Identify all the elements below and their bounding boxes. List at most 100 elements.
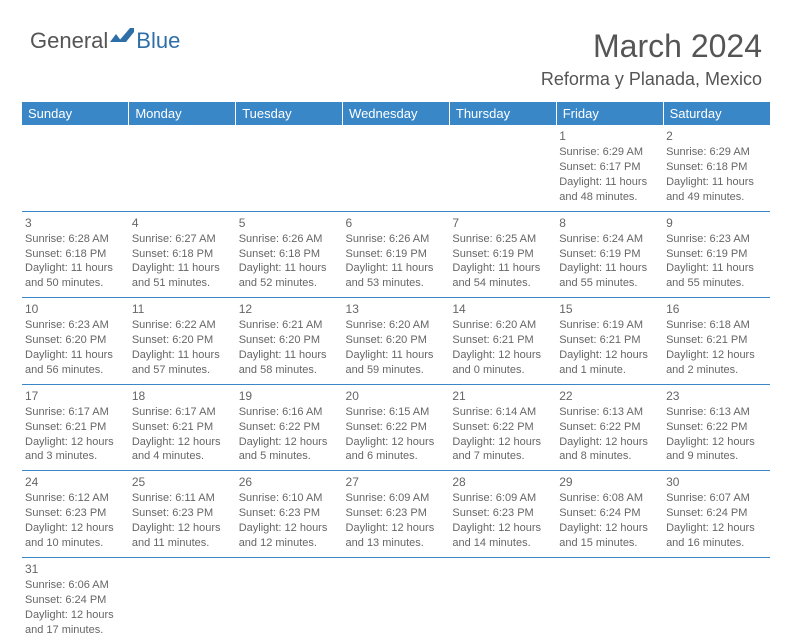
- calendar-cell: [449, 557, 556, 643]
- calendar-cell: 25Sunrise: 6:11 AMSunset: 6:23 PMDayligh…: [129, 471, 236, 558]
- calendar-cell: 5Sunrise: 6:26 AMSunset: 6:18 PMDaylight…: [236, 211, 343, 298]
- day-info-line: Daylight: 12 hours: [559, 348, 660, 363]
- day-number: 30: [666, 474, 767, 490]
- calendar-cell: [343, 557, 450, 643]
- calendar-cell: 24Sunrise: 6:12 AMSunset: 6:23 PMDayligh…: [22, 471, 129, 558]
- day-info-line: Daylight: 11 hours: [559, 175, 660, 190]
- day-info-line: Sunrise: 6:11 AM: [132, 491, 233, 506]
- day-info-line: Daylight: 12 hours: [666, 521, 767, 536]
- day-info-line: Sunrise: 6:20 AM: [346, 318, 447, 333]
- day-info-line: Sunrise: 6:20 AM: [452, 318, 553, 333]
- day-number: 11: [132, 301, 233, 317]
- calendar-cell: 22Sunrise: 6:13 AMSunset: 6:22 PMDayligh…: [556, 384, 663, 471]
- day-info-line: Sunset: 6:18 PM: [666, 160, 767, 175]
- calendar-cell: 27Sunrise: 6:09 AMSunset: 6:23 PMDayligh…: [343, 471, 450, 558]
- day-number: 22: [559, 388, 660, 404]
- day-number: 29: [559, 474, 660, 490]
- day-info-line: Sunrise: 6:26 AM: [346, 232, 447, 247]
- day-info-line: and 16 minutes.: [666, 536, 767, 551]
- day-header-saturday: Saturday: [663, 102, 770, 125]
- day-info-line: and 50 minutes.: [25, 276, 126, 291]
- day-info-line: Sunset: 6:20 PM: [239, 333, 340, 348]
- day-info-line: and 56 minutes.: [25, 363, 126, 378]
- calendar-cell: 2Sunrise: 6:29 AMSunset: 6:18 PMDaylight…: [663, 125, 770, 211]
- calendar-cell: 13Sunrise: 6:20 AMSunset: 6:20 PMDayligh…: [343, 298, 450, 385]
- day-info-line: Sunset: 6:22 PM: [239, 420, 340, 435]
- day-info-line: Sunset: 6:22 PM: [452, 420, 553, 435]
- calendar-cell: 18Sunrise: 6:17 AMSunset: 6:21 PMDayligh…: [129, 384, 236, 471]
- day-header-sunday: Sunday: [22, 102, 129, 125]
- calendar-cell: 19Sunrise: 6:16 AMSunset: 6:22 PMDayligh…: [236, 384, 343, 471]
- day-info-line: Daylight: 12 hours: [452, 435, 553, 450]
- day-header-friday: Friday: [556, 102, 663, 125]
- day-info-line: Sunset: 6:18 PM: [239, 247, 340, 262]
- day-info-line: Sunset: 6:24 PM: [25, 593, 126, 608]
- day-info-line: Daylight: 11 hours: [25, 261, 126, 276]
- day-info-line: Sunrise: 6:10 AM: [239, 491, 340, 506]
- day-info-line: Sunset: 6:22 PM: [346, 420, 447, 435]
- day-info-line: Sunset: 6:20 PM: [346, 333, 447, 348]
- day-info-line: Sunrise: 6:23 AM: [25, 318, 126, 333]
- calendar-cell: [343, 125, 450, 211]
- day-number: 12: [239, 301, 340, 317]
- day-number: 17: [25, 388, 126, 404]
- logo-text-blue: Blue: [136, 28, 180, 54]
- location-subtitle: Reforma y Planada, Mexico: [541, 69, 762, 90]
- day-info-line: Sunset: 6:18 PM: [132, 247, 233, 262]
- day-info-line: Sunrise: 6:17 AM: [132, 405, 233, 420]
- day-info-line: and 54 minutes.: [452, 276, 553, 291]
- day-number: 27: [346, 474, 447, 490]
- day-number: 14: [452, 301, 553, 317]
- day-info-line: and 55 minutes.: [559, 276, 660, 291]
- calendar-cell: 10Sunrise: 6:23 AMSunset: 6:20 PMDayligh…: [22, 298, 129, 385]
- day-info-line: and 10 minutes.: [25, 536, 126, 551]
- day-info-line: Daylight: 11 hours: [239, 261, 340, 276]
- calendar-cell: 8Sunrise: 6:24 AMSunset: 6:19 PMDaylight…: [556, 211, 663, 298]
- calendar-cell: [129, 557, 236, 643]
- day-info-line: Sunset: 6:23 PM: [239, 506, 340, 521]
- calendar-cell: 21Sunrise: 6:14 AMSunset: 6:22 PMDayligh…: [449, 384, 556, 471]
- day-number: 3: [25, 215, 126, 231]
- day-info-line: Daylight: 11 hours: [666, 261, 767, 276]
- day-info-line: Sunset: 6:22 PM: [559, 420, 660, 435]
- calendar-body: 1Sunrise: 6:29 AMSunset: 6:17 PMDaylight…: [22, 125, 770, 643]
- day-info-line: Sunset: 6:23 PM: [346, 506, 447, 521]
- day-number: 15: [559, 301, 660, 317]
- day-info-line: and 11 minutes.: [132, 536, 233, 551]
- calendar-week-row: 24Sunrise: 6:12 AMSunset: 6:23 PMDayligh…: [22, 471, 770, 558]
- day-info-line: and 5 minutes.: [239, 449, 340, 464]
- day-number: 1: [559, 128, 660, 144]
- day-info-line: Daylight: 12 hours: [452, 521, 553, 536]
- calendar-cell: 11Sunrise: 6:22 AMSunset: 6:20 PMDayligh…: [129, 298, 236, 385]
- calendar-table: SundayMondayTuesdayWednesdayThursdayFrid…: [22, 102, 770, 643]
- day-info-line: Daylight: 12 hours: [132, 521, 233, 536]
- day-info-line: and 49 minutes.: [666, 190, 767, 205]
- calendar-week-row: 31Sunrise: 6:06 AMSunset: 6:24 PMDayligh…: [22, 557, 770, 643]
- day-header-row: SundayMondayTuesdayWednesdayThursdayFrid…: [22, 102, 770, 125]
- day-info-line: Daylight: 12 hours: [559, 435, 660, 450]
- calendar-cell: 20Sunrise: 6:15 AMSunset: 6:22 PMDayligh…: [343, 384, 450, 471]
- day-header-tuesday: Tuesday: [236, 102, 343, 125]
- day-info-line: Sunrise: 6:13 AM: [666, 405, 767, 420]
- calendar-cell: [449, 125, 556, 211]
- day-info-line: Daylight: 12 hours: [25, 608, 126, 623]
- day-number: 5: [239, 215, 340, 231]
- day-info-line: Sunrise: 6:16 AM: [239, 405, 340, 420]
- day-info-line: Sunset: 6:21 PM: [666, 333, 767, 348]
- day-info-line: and 9 minutes.: [666, 449, 767, 464]
- day-info-line: Sunset: 6:19 PM: [666, 247, 767, 262]
- day-info-line: and 1 minute.: [559, 363, 660, 378]
- day-info-line: Sunset: 6:20 PM: [132, 333, 233, 348]
- day-info-line: Sunrise: 6:07 AM: [666, 491, 767, 506]
- day-info-line: Daylight: 11 hours: [666, 175, 767, 190]
- calendar-cell: 17Sunrise: 6:17 AMSunset: 6:21 PMDayligh…: [22, 384, 129, 471]
- day-number: 19: [239, 388, 340, 404]
- day-info-line: Daylight: 12 hours: [132, 435, 233, 450]
- calendar-cell: [22, 125, 129, 211]
- day-info-line: Sunset: 6:24 PM: [666, 506, 767, 521]
- day-info-line: Sunset: 6:20 PM: [25, 333, 126, 348]
- calendar-cell: 12Sunrise: 6:21 AMSunset: 6:20 PMDayligh…: [236, 298, 343, 385]
- day-info-line: and 3 minutes.: [25, 449, 126, 464]
- day-info-line: Sunrise: 6:26 AM: [239, 232, 340, 247]
- title-block: March 2024 Reforma y Planada, Mexico: [541, 28, 762, 90]
